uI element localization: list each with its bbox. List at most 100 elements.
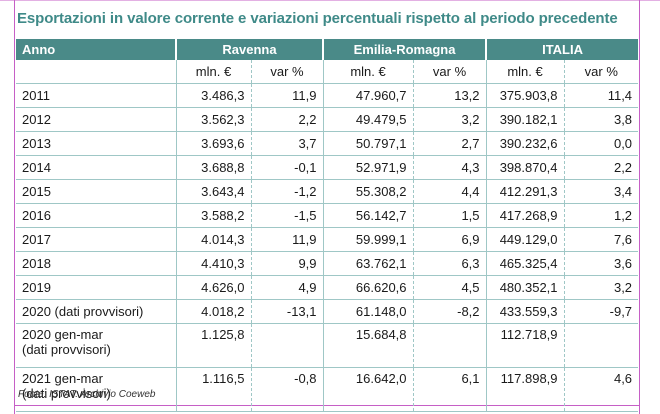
page-guide-top bbox=[0, 0, 660, 1]
exports-table: Anno Ravenna Emilia-Romagna ITALIA mln. … bbox=[16, 39, 639, 412]
cell-value-var: -9,7 bbox=[563, 299, 639, 324]
cell-value-var: 11,9 bbox=[250, 83, 324, 108]
row-year: 2017 bbox=[16, 227, 176, 252]
cell-value-mln: 3.688,8 bbox=[175, 155, 251, 180]
cell-value-var: -1,5 bbox=[250, 203, 324, 228]
cell-value-var: -0,8 bbox=[250, 367, 324, 412]
cell-value-mln: 3.562,3 bbox=[175, 107, 251, 132]
header-unit-mln: mln. € bbox=[485, 60, 565, 84]
table-row: 2012 3.562,3 2,2 49.479,5 3,2 390.182,1 3,8 bbox=[16, 107, 639, 132]
cell-value-mln: 63.762,1 bbox=[322, 251, 414, 276]
cell-value-mln: 66.620,6 bbox=[322, 275, 414, 300]
row-year: 2015 bbox=[16, 179, 176, 204]
cell-value-var: 7,6 bbox=[563, 227, 639, 252]
cell-value-mln: 433.559,3 bbox=[485, 299, 565, 324]
cell-value-mln: 117.898,9 bbox=[485, 367, 565, 412]
cell-value-var: 4,5 bbox=[412, 275, 487, 300]
cell-value-var: 9,9 bbox=[250, 251, 324, 276]
cell-value-mln: 55.308,2 bbox=[322, 179, 414, 204]
table-row: 2015 3.643,4 -1,2 55.308,2 4,4 412.291,3 3,4 bbox=[16, 179, 639, 204]
header-emilia-romagna: Emilia-Romagna bbox=[322, 39, 487, 60]
cell-value-mln: 480.352,1 bbox=[485, 275, 565, 300]
cell-value-mln: 3.643,4 bbox=[175, 179, 251, 204]
cell-value-mln: 4.014,3 bbox=[175, 227, 251, 252]
cell-value-var: 1,5 bbox=[412, 203, 487, 228]
cell-value-var: 3,6 bbox=[563, 251, 639, 276]
header-italia: ITALIA bbox=[485, 39, 639, 60]
cell-value-mln: 412.291,3 bbox=[485, 179, 565, 204]
cell-value-mln: 1.116,5 bbox=[175, 367, 251, 412]
cell-value-mln: 56.142,7 bbox=[322, 203, 414, 228]
cell-value-var: 2,2 bbox=[563, 155, 639, 180]
cell-value-mln: 1.125,8 bbox=[175, 323, 251, 368]
cell-value-var: 3,2 bbox=[563, 275, 639, 300]
cell-value-var: 4,9 bbox=[250, 275, 324, 300]
cell-value-var: 11,4 bbox=[563, 83, 639, 108]
cell-value-var: 3,8 bbox=[563, 107, 639, 132]
cell-value-mln: 449.129,0 bbox=[485, 227, 565, 252]
row-year-line1: 2020 gen-mar bbox=[22, 327, 103, 342]
cell-value-mln: 390.182,1 bbox=[485, 107, 565, 132]
cell-value-var bbox=[250, 323, 324, 368]
page-guide-right bbox=[639, 0, 640, 414]
cell-value-var: 4,6 bbox=[563, 367, 639, 412]
header-ravenna: Ravenna bbox=[174, 39, 324, 60]
row-year: 2021 gen-mar (dati provvisori) bbox=[16, 367, 176, 412]
cell-value-mln: 4.410,3 bbox=[175, 251, 251, 276]
row-year: 2016 bbox=[16, 203, 176, 228]
row-year-line1: 2021 gen-mar bbox=[22, 371, 103, 386]
header-row-groups: Anno Ravenna Emilia-Romagna ITALIA bbox=[16, 39, 639, 60]
table-row: 2018 4.410,3 9,9 63.762,1 6,3 465.325,4 3,6 bbox=[16, 251, 639, 276]
header-unit-var: var % bbox=[412, 60, 487, 84]
cell-value-var: 0,0 bbox=[563, 131, 639, 156]
cell-value-mln: 16.642,0 bbox=[322, 367, 414, 412]
header-unit-mln: mln. € bbox=[175, 60, 251, 84]
source-note: Fonte: ISTAT: Archivio Coeweb bbox=[18, 389, 156, 400]
cell-value-var: 3,2 bbox=[412, 107, 487, 132]
row-year: 2019 bbox=[16, 275, 176, 300]
header-row-units: mln. € var % mln. € var % mln. € var % bbox=[16, 60, 639, 84]
header-unit-mln: mln. € bbox=[322, 60, 414, 84]
cell-value-var: 6,9 bbox=[412, 227, 487, 252]
cell-value-mln: 112.718,9 bbox=[485, 323, 565, 368]
cell-value-mln: 465.325,4 bbox=[485, 251, 565, 276]
row-year: 2011 bbox=[16, 83, 176, 108]
cell-value-mln: 52.971,9 bbox=[322, 155, 414, 180]
header-anno: Anno bbox=[16, 39, 176, 60]
cell-value-var: -8,2 bbox=[412, 299, 487, 324]
cell-value-mln: 49.479,5 bbox=[322, 107, 414, 132]
cell-value-var: 1,2 bbox=[563, 203, 639, 228]
table-row: 2016 3.588,2 -1,5 56.142,7 1,5 417.268,9 1,2 bbox=[16, 203, 639, 228]
table-row: 2014 3.688,8 -0,1 52.971,9 4,3 398.870,4 2,2 bbox=[16, 155, 639, 180]
cell-value-var bbox=[412, 323, 487, 368]
row-year: 2014 bbox=[16, 155, 176, 180]
cell-value-var: 2,2 bbox=[250, 107, 324, 132]
cell-value-mln: 15.684,8 bbox=[322, 323, 414, 368]
table-row: 2017 4.014,3 11,9 59.999,1 6,9 449.129,0 7,6 bbox=[16, 227, 639, 252]
cell-value-var: 6,3 bbox=[412, 251, 487, 276]
cell-value-var: 3,4 bbox=[563, 179, 639, 204]
cell-value-var: -1,2 bbox=[250, 179, 324, 204]
cell-value-mln: 375.903,8 bbox=[485, 83, 565, 108]
row-year: 2020 (dati provvisori) bbox=[16, 299, 176, 324]
cell-value-mln: 47.960,7 bbox=[322, 83, 414, 108]
header-units-blank bbox=[16, 60, 176, 84]
table-title: Esportazioni in valore corrente e variaz… bbox=[17, 10, 618, 27]
cell-value-mln: 417.268,9 bbox=[485, 203, 565, 228]
row-year: 2020 gen-mar (dati provvisori) bbox=[16, 323, 176, 368]
cell-value-var: -0,1 bbox=[250, 155, 324, 180]
table-row: 2019 4.626,0 4,9 66.620,6 4,5 480.352,1 3,2 bbox=[16, 275, 639, 300]
cell-value-var: 4,3 bbox=[412, 155, 487, 180]
table-row: 2020 gen-mar (dati provvisori) 1.125,8 15.6… bbox=[16, 323, 639, 368]
row-year: 2012 bbox=[16, 107, 176, 132]
cell-value-var: 2,7 bbox=[412, 131, 487, 156]
cell-value-mln: 59.999,1 bbox=[322, 227, 414, 252]
cell-value-mln: 3.693,6 bbox=[175, 131, 251, 156]
cell-value-mln: 4.018,2 bbox=[175, 299, 251, 324]
cell-value-var: 4,4 bbox=[412, 179, 487, 204]
cell-value-var: 11,9 bbox=[250, 227, 324, 252]
cell-value-mln: 61.148,0 bbox=[322, 299, 414, 324]
row-year-line2: (dati provvisori) bbox=[22, 386, 111, 401]
cell-value-mln: 3.486,3 bbox=[175, 83, 251, 108]
cell-value-var: 3,7 bbox=[250, 131, 324, 156]
